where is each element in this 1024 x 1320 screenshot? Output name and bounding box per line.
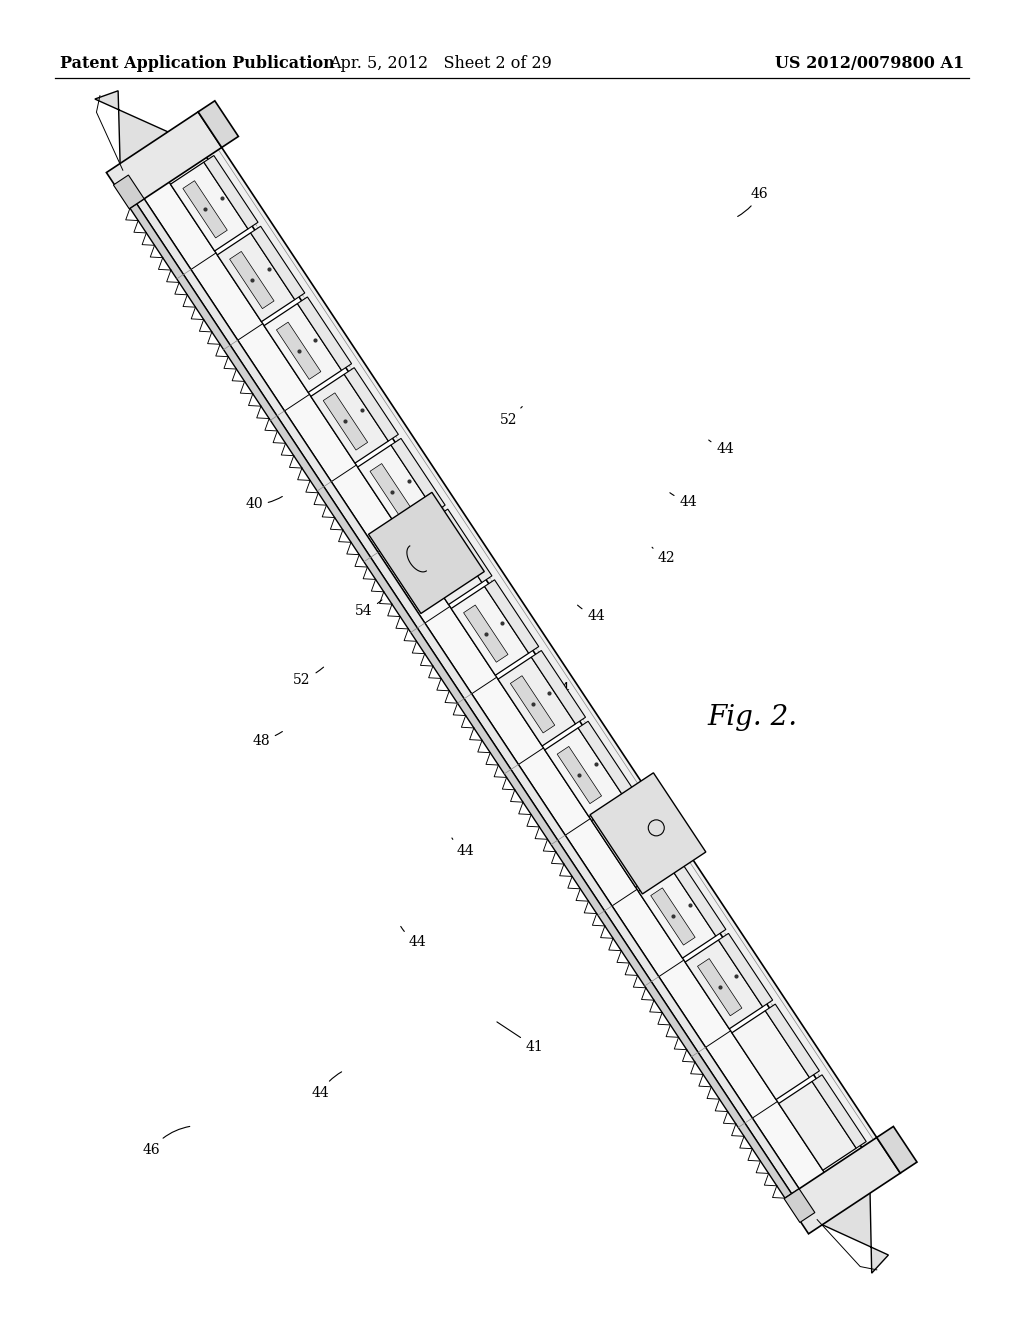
Text: 48: 48	[252, 731, 283, 747]
Polygon shape	[464, 605, 508, 663]
Polygon shape	[685, 940, 763, 1028]
Polygon shape	[204, 156, 258, 228]
Text: 44: 44	[452, 838, 475, 858]
Polygon shape	[579, 721, 632, 795]
Polygon shape	[404, 516, 482, 605]
Text: US 2012/0079800 A1: US 2012/0079800 A1	[775, 55, 964, 73]
Text: 44: 44	[670, 492, 697, 508]
Text: 44: 44	[311, 1072, 342, 1100]
Polygon shape	[877, 1126, 916, 1173]
Polygon shape	[198, 100, 239, 148]
Polygon shape	[732, 1011, 809, 1100]
Polygon shape	[344, 368, 398, 441]
Polygon shape	[133, 194, 803, 1199]
Polygon shape	[141, 177, 827, 1193]
Text: 55: 55	[522, 755, 550, 775]
Polygon shape	[251, 226, 305, 300]
Text: 46: 46	[142, 1126, 189, 1156]
Polygon shape	[438, 510, 492, 582]
Polygon shape	[785, 1138, 900, 1234]
Polygon shape	[370, 463, 415, 521]
Polygon shape	[697, 958, 742, 1016]
Polygon shape	[324, 393, 368, 450]
Polygon shape	[106, 112, 222, 209]
Polygon shape	[417, 535, 461, 591]
Polygon shape	[276, 322, 321, 379]
Polygon shape	[592, 799, 669, 887]
Text: 44: 44	[543, 677, 570, 696]
Polygon shape	[719, 933, 773, 1007]
Polygon shape	[625, 792, 679, 866]
Text: 52: 52	[500, 407, 522, 426]
Polygon shape	[498, 657, 575, 746]
Text: 54: 54	[354, 599, 382, 618]
Polygon shape	[604, 817, 648, 874]
Polygon shape	[170, 162, 248, 251]
Polygon shape	[297, 297, 351, 371]
Text: 52: 52	[293, 667, 324, 686]
Polygon shape	[545, 727, 623, 817]
Polygon shape	[264, 304, 342, 392]
Polygon shape	[765, 1005, 819, 1077]
Text: 42: 42	[652, 548, 676, 565]
Polygon shape	[590, 772, 706, 894]
Polygon shape	[95, 91, 172, 172]
Text: 41: 41	[497, 1022, 544, 1053]
Polygon shape	[638, 870, 716, 958]
Text: 44: 44	[578, 605, 605, 623]
Text: 44: 44	[709, 440, 734, 455]
Polygon shape	[391, 438, 445, 512]
Polygon shape	[531, 651, 586, 723]
Polygon shape	[484, 579, 539, 653]
Text: 46: 46	[737, 187, 769, 216]
Polygon shape	[510, 676, 555, 733]
Polygon shape	[672, 863, 726, 936]
Polygon shape	[557, 746, 601, 804]
Polygon shape	[357, 445, 435, 533]
Polygon shape	[815, 1189, 889, 1274]
Polygon shape	[204, 143, 880, 1152]
Polygon shape	[122, 148, 877, 1204]
Polygon shape	[452, 586, 528, 676]
Text: 44: 44	[400, 927, 427, 949]
Polygon shape	[812, 1074, 866, 1148]
Polygon shape	[127, 199, 795, 1203]
Polygon shape	[784, 1189, 815, 1222]
Text: Apr. 5, 2012   Sheet 2 of 29: Apr. 5, 2012 Sheet 2 of 29	[329, 55, 552, 73]
Polygon shape	[650, 888, 695, 945]
Polygon shape	[217, 232, 295, 322]
Polygon shape	[311, 375, 388, 463]
Text: 50: 50	[409, 507, 427, 521]
Polygon shape	[229, 251, 274, 309]
Polygon shape	[369, 492, 484, 614]
Polygon shape	[778, 1081, 856, 1171]
Polygon shape	[114, 176, 144, 209]
Polygon shape	[183, 181, 227, 238]
Text: Patent Application Publication: Patent Application Publication	[60, 55, 335, 73]
Text: 40: 40	[245, 496, 283, 511]
Text: Fig. 2.: Fig. 2.	[708, 704, 798, 731]
